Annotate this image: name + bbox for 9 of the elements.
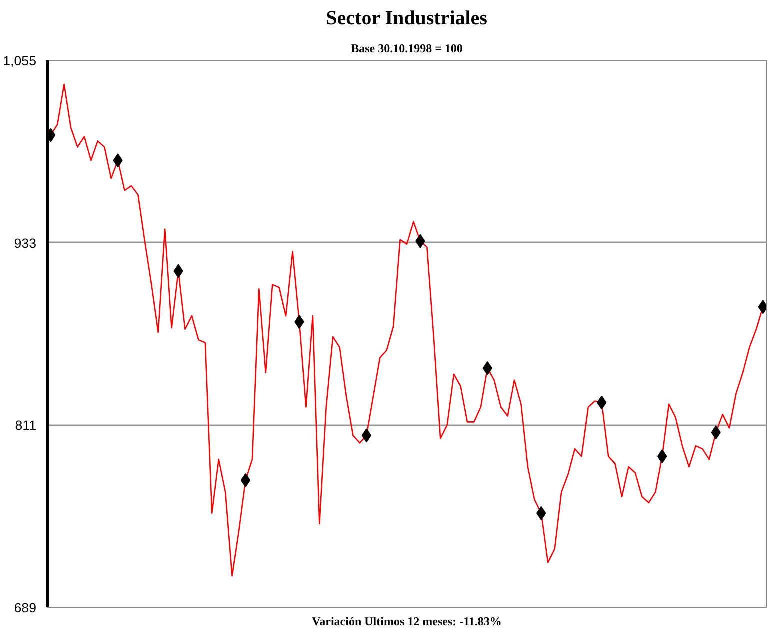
y-tick-label: 933 [14,236,37,251]
y-tick-label: 811 [15,418,36,434]
text: Variación Ultimos 12 meses: -11.83% [312,614,502,628]
point [362,428,372,443]
y-tick-label: 1,055 [3,54,37,68]
chart-subtitle: Base 30.10.1998 = 100 [351,42,463,56]
y-tick-label: 689 [14,600,37,616]
chart-title: Sector Industriales [326,8,488,30]
point [240,473,251,488]
